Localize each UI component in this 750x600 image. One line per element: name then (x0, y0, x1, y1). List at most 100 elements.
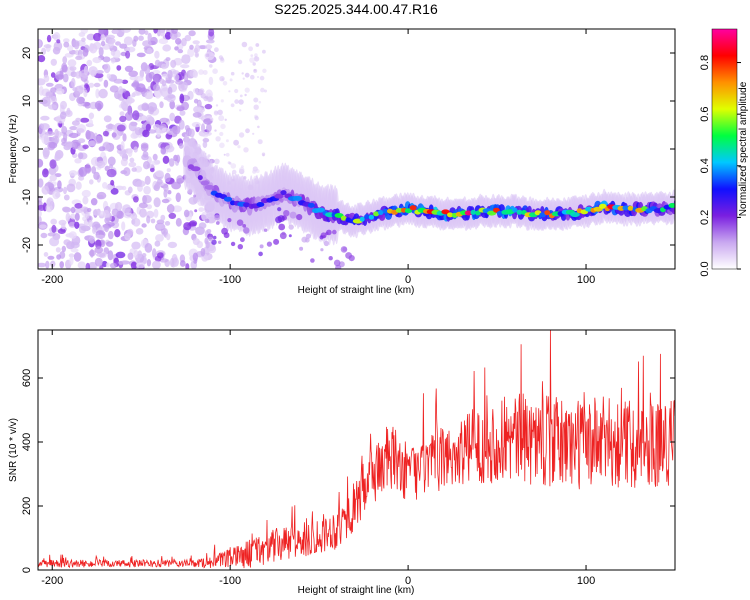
noise-blob (84, 211, 90, 219)
noise-blob (134, 75, 144, 82)
noise-blob (208, 29, 215, 37)
noise-blob (93, 32, 102, 42)
signal-blob (212, 235, 217, 240)
signal-blob (310, 258, 315, 263)
noise-blob (56, 254, 62, 260)
signal-blob (345, 252, 352, 259)
signal-blob (275, 216, 283, 224)
spectrogram-y-tick-label: -10 (21, 189, 33, 205)
noise-blob (94, 257, 103, 267)
noise-blob (43, 74, 50, 83)
noise-blob (154, 59, 161, 67)
noise-blob (252, 62, 256, 66)
noise-blob (178, 119, 185, 130)
noise-blob (145, 114, 153, 124)
noise-blob (153, 74, 160, 82)
noise-blob (41, 134, 50, 145)
noise-blob (155, 170, 164, 178)
noise-blob (53, 31, 61, 42)
noise-blob (181, 37, 187, 47)
noise-blob (254, 116, 259, 121)
noise-blob (44, 131, 55, 136)
noise-blob (98, 29, 107, 35)
noise-blob (214, 158, 220, 165)
signal-core (516, 209, 523, 215)
noise-blob (237, 59, 243, 65)
noise-blob (252, 169, 257, 174)
noise-blob (230, 71, 235, 76)
signal-blob (332, 229, 337, 235)
noise-blob (81, 189, 91, 198)
signal-core (359, 216, 365, 222)
noise-blob (61, 245, 66, 253)
signal-blob (215, 221, 220, 225)
noise-blob (147, 32, 152, 43)
noise-blob (131, 82, 140, 87)
noise-blob (132, 218, 141, 227)
noise-blob (102, 56, 111, 63)
signal-core (447, 212, 454, 218)
noise-blob (98, 47, 104, 57)
noise-blob (153, 197, 161, 208)
noise-blob (118, 260, 124, 265)
noise-blob (152, 248, 157, 258)
noise-blob (252, 132, 255, 135)
noise-blob (212, 68, 218, 74)
signal-core (368, 214, 374, 220)
colorbar-tick-label: 0.2 (699, 210, 711, 225)
noise-blob (108, 230, 114, 240)
noise-blob (243, 147, 249, 153)
noise-blob (230, 163, 237, 169)
noise-blob (262, 49, 266, 54)
noise-blob (43, 252, 49, 257)
noise-blob (69, 66, 77, 71)
noise-blob (74, 203, 83, 209)
signal-blob (296, 214, 303, 221)
signal-blob (208, 236, 214, 242)
noise-blob (89, 179, 94, 185)
noise-blob (106, 168, 117, 178)
noise-blob (82, 196, 89, 205)
colorbar-label: Normalized spectral amplitude (738, 81, 749, 216)
signal-core (404, 208, 413, 214)
signal-blob (322, 235, 326, 238)
noise-blob (63, 239, 71, 246)
noise-blob (128, 121, 137, 132)
noise-blob (241, 41, 248, 48)
signal-core (470, 209, 477, 215)
figure-title: S225.2025.344.00.47.R16 (274, 1, 438, 17)
noise-blob (224, 118, 227, 122)
noise-blob (40, 115, 50, 121)
noise-blob (169, 257, 175, 268)
noise-blob (161, 198, 170, 204)
signal-core (377, 210, 384, 215)
noise-blob (135, 180, 146, 188)
signal-core (668, 203, 675, 208)
noise-blob (88, 219, 93, 228)
noise-blob (146, 259, 152, 267)
noise-blob (180, 64, 190, 69)
noise-blob (154, 159, 161, 165)
noise-blob (45, 260, 50, 269)
noise-blob (179, 110, 186, 116)
noise-blob (124, 111, 134, 121)
noise-blob (135, 262, 146, 269)
noise-blob (148, 129, 157, 134)
noise-blob (219, 131, 224, 137)
noise-blob (88, 66, 98, 76)
noise-blob (116, 124, 126, 132)
noise-blob (74, 207, 83, 214)
noise-blob (168, 212, 177, 219)
signal-blob (323, 240, 329, 247)
noise-blob (134, 127, 143, 136)
noise-blob (61, 64, 68, 73)
noise-blob (248, 46, 254, 52)
noise-blob (103, 63, 111, 74)
signal-core (190, 166, 201, 172)
noise-blob (165, 57, 171, 62)
noise-blob (141, 102, 149, 112)
noise-blob (122, 133, 127, 142)
colorbar-tick-label: 0.4 (699, 158, 711, 173)
